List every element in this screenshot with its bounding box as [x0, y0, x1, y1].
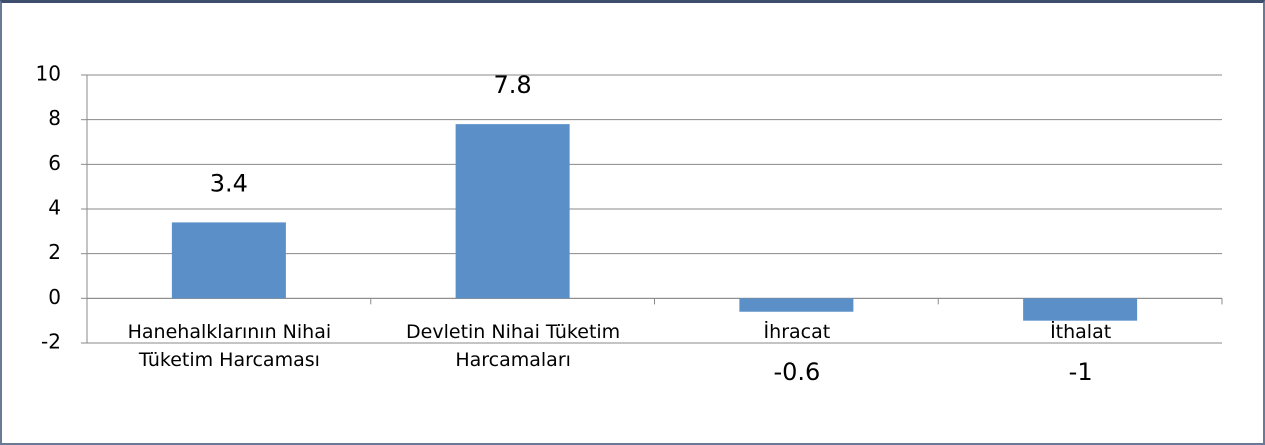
bar [739, 298, 854, 312]
data-label: 7.8 [494, 71, 532, 99]
y-tick-label: -2 [41, 330, 61, 354]
data-label: -1 [1068, 358, 1093, 386]
data-label: -0.6 [773, 358, 821, 386]
data-label: 3.4 [210, 169, 248, 197]
x-tick-label: İthalat [1050, 321, 1112, 343]
bar [455, 124, 570, 299]
y-tick-label: 10 [36, 62, 61, 86]
y-tick-label: 8 [48, 106, 61, 130]
bar [1023, 298, 1138, 321]
x-tick-label: Hanehalklarının Nihai Tüketim Harcaması [127, 321, 332, 371]
x-tick-label: İhracat [763, 321, 831, 343]
y-tick-label: 4 [48, 196, 61, 220]
bar [171, 222, 286, 299]
y-tick-label: 2 [48, 240, 61, 264]
y-tick-label: 6 [48, 151, 61, 175]
x-tick-label: Devletin Nihai Tüketim Harcamaları [406, 321, 621, 371]
y-tick-label: 0 [48, 285, 61, 309]
